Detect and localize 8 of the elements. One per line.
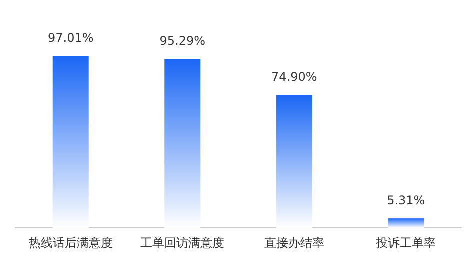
data-label: 97.01% [48,31,94,45]
data-label: 74.90% [271,70,318,84]
x-tick-label: 投诉工单率 [375,236,436,250]
data-label: 5.31% [387,194,426,208]
x-tick-label: 工单回访满意度 [140,236,225,250]
x-tick-label: 直接办结率 [264,236,324,250]
x-tick-label: 热线话后满意度 [28,236,113,250]
data-label: 95.29% [160,34,206,48]
